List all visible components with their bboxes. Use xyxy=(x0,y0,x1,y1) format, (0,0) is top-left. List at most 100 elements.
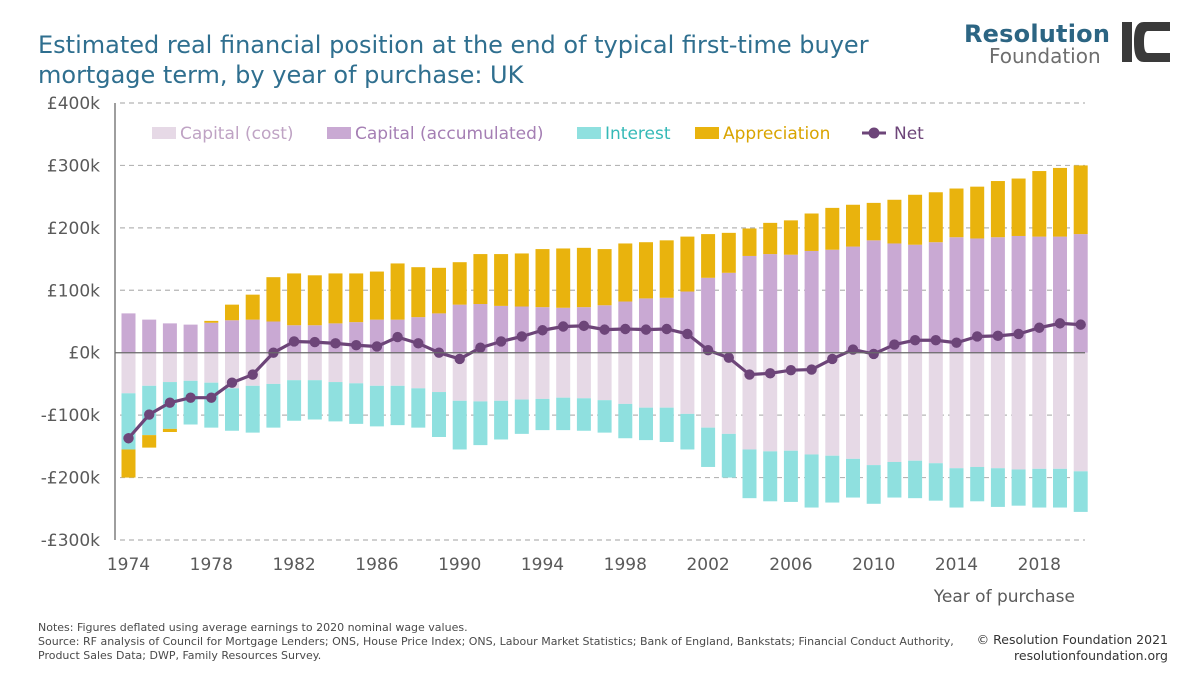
x-tick-label: 2018 xyxy=(1018,555,1061,575)
net-point xyxy=(992,330,1004,342)
chart-title: Estimated real financial position at the… xyxy=(38,31,869,89)
bar-capital-cost xyxy=(908,352,923,461)
x-tick-label: 1986 xyxy=(355,555,398,575)
bar-capital-cost xyxy=(1073,352,1088,472)
bar-interest xyxy=(701,427,716,467)
net-point xyxy=(1034,322,1045,333)
net-point xyxy=(640,324,652,335)
bar-interest xyxy=(328,382,343,422)
bar-capital-cost xyxy=(866,352,881,466)
bar-capital-accumulated xyxy=(721,272,736,353)
brand-line-1: Resolution xyxy=(964,20,1111,48)
y-tick-label: £100k xyxy=(47,281,100,301)
bar-capital-cost xyxy=(576,352,591,399)
bar-appreciation xyxy=(204,320,219,323)
bar-capital-cost xyxy=(266,352,281,384)
legend: Capital (cost) Capital (accumulated) Inter… xyxy=(152,124,924,144)
legend-label-net: Net xyxy=(894,124,924,144)
bar-capital-accumulated xyxy=(783,254,798,353)
bar-capital-accumulated xyxy=(225,320,239,353)
bar-interest xyxy=(287,380,302,421)
bar-appreciation xyxy=(266,277,281,322)
bar-interest xyxy=(556,397,571,431)
bar-appreciation xyxy=(535,249,550,308)
x-tick-label: 2002 xyxy=(686,555,729,575)
bar-interest xyxy=(949,468,964,508)
bar-appreciation xyxy=(1073,165,1088,235)
bar-appreciation xyxy=(701,234,716,278)
bar-capital-accumulated xyxy=(908,244,923,353)
net-point xyxy=(744,369,755,380)
bar-interest xyxy=(908,460,923,499)
bar-appreciation xyxy=(328,273,343,324)
bar-appreciation xyxy=(680,236,695,292)
bar-capital-cost xyxy=(183,352,198,381)
net-point xyxy=(144,409,155,420)
bar-capital-cost xyxy=(494,352,509,401)
net-point xyxy=(806,364,817,375)
bar-capital-accumulated xyxy=(887,243,902,353)
notes-text: Notes: Figures deflated using average ea… xyxy=(38,621,468,634)
bar-interest xyxy=(307,380,322,420)
bar-interest xyxy=(390,385,405,426)
bar-appreciation xyxy=(618,243,633,302)
net-point xyxy=(495,336,507,347)
bar-interest xyxy=(825,455,840,503)
net-point xyxy=(951,337,962,348)
legend-swatch-capital-cost xyxy=(152,127,176,139)
bar-capital-accumulated xyxy=(1011,235,1026,353)
bar-appreciation xyxy=(576,247,591,308)
bar-appreciation xyxy=(307,275,322,326)
resolution-foundation-logo[interactable]: Resolution Foundation xyxy=(962,20,1172,70)
bar-capital-accumulated xyxy=(473,304,488,353)
net-point xyxy=(972,331,983,342)
bar-appreciation xyxy=(990,181,1005,238)
net-point xyxy=(185,392,196,403)
bar-appreciation xyxy=(659,240,674,298)
bar-interest xyxy=(970,466,985,502)
bar-capital-accumulated xyxy=(162,323,177,353)
bar-capital-accumulated xyxy=(970,238,985,353)
bar-interest xyxy=(411,388,426,428)
website-link[interactable]: resolutionfoundation.org xyxy=(1014,648,1168,663)
net-point xyxy=(909,335,921,346)
bar-capital-accumulated xyxy=(763,254,778,353)
net-point xyxy=(723,352,734,363)
bar-appreciation xyxy=(1032,171,1047,237)
bar-capital-cost xyxy=(701,352,716,428)
bar-capital-cost xyxy=(121,352,136,394)
bar-interest xyxy=(639,407,653,441)
bar-appreciation xyxy=(742,228,757,256)
bar-capital-cost xyxy=(162,352,177,383)
bar-capital-cost xyxy=(970,352,985,467)
bar-capital-cost xyxy=(825,352,840,456)
y-tick-label: -£300k xyxy=(41,531,100,551)
net-point xyxy=(309,336,320,348)
bar-interest xyxy=(990,468,1005,507)
legend-label-capital-cost: Capital (cost) xyxy=(180,124,294,144)
net-point xyxy=(206,392,217,403)
bar-capital-accumulated xyxy=(680,291,695,353)
bar-capital-accumulated xyxy=(514,306,529,353)
bar-appreciation xyxy=(763,222,778,255)
net-point xyxy=(164,397,176,408)
bar-appreciation xyxy=(721,232,736,273)
bar-interest xyxy=(1032,468,1047,508)
y-tick-label: -£100k xyxy=(41,406,100,426)
bar-capital-cost xyxy=(618,352,633,404)
bar-capital-accumulated xyxy=(701,277,716,353)
bar-capital-cost xyxy=(680,352,695,414)
bar-interest xyxy=(266,383,281,428)
legend-swatch-capital-accumulated xyxy=(327,127,351,139)
intergenerational-centre-logo-icon xyxy=(1120,20,1172,64)
bar-interest xyxy=(576,398,591,431)
bar-capital-accumulated xyxy=(742,255,757,353)
bar-capital-accumulated xyxy=(990,237,1005,353)
bar-interest xyxy=(1073,471,1088,512)
bar-appreciation xyxy=(162,428,177,432)
bar-capital-cost xyxy=(783,352,798,451)
bar-capital-cost xyxy=(846,352,860,459)
bar-capital-cost xyxy=(328,352,343,383)
bar-appreciation xyxy=(349,273,364,323)
bar-capital-cost xyxy=(390,352,405,386)
